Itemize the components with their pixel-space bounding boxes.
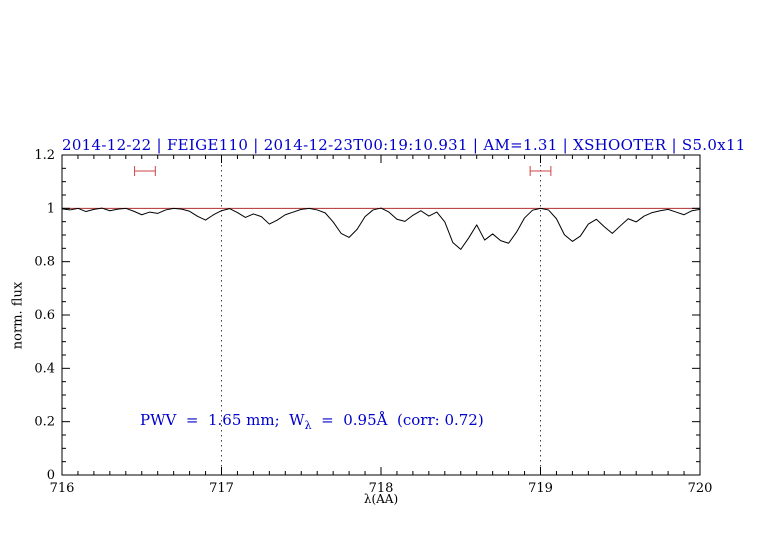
x-tick-label: 717 bbox=[209, 481, 234, 496]
pwv-annotation-prefix: PWV = 1.65 mm; W bbox=[140, 411, 305, 429]
pwv-annotation: PWV = 1.65 mm; Wλ = 0.95Å (corr: 0.72) bbox=[140, 411, 484, 432]
y-tick-label: 0 bbox=[47, 468, 55, 483]
x-tick-label: 718 bbox=[369, 481, 394, 496]
y-tick-label: 1.2 bbox=[34, 148, 55, 163]
x-tick-label: 716 bbox=[50, 481, 75, 496]
y-axis-label: norm. flux bbox=[10, 281, 26, 350]
pwv-annotation-sub: λ bbox=[304, 419, 312, 432]
spectrum-line bbox=[61, 207, 701, 250]
x-axis-label: λ(AA) bbox=[363, 492, 399, 506]
x-tick-label: 719 bbox=[528, 481, 553, 496]
y-tick-label: 0.6 bbox=[34, 308, 55, 323]
y-tick-label: 0.8 bbox=[34, 255, 55, 270]
pwv-annotation-suffix: = 0.95Å (corr: 0.72) bbox=[311, 411, 484, 429]
y-tick-label: 0.2 bbox=[34, 415, 55, 430]
y-tick-label: 0.4 bbox=[34, 361, 55, 376]
x-tick-label: 720 bbox=[688, 481, 713, 496]
y-tick-label: 1 bbox=[47, 201, 55, 216]
